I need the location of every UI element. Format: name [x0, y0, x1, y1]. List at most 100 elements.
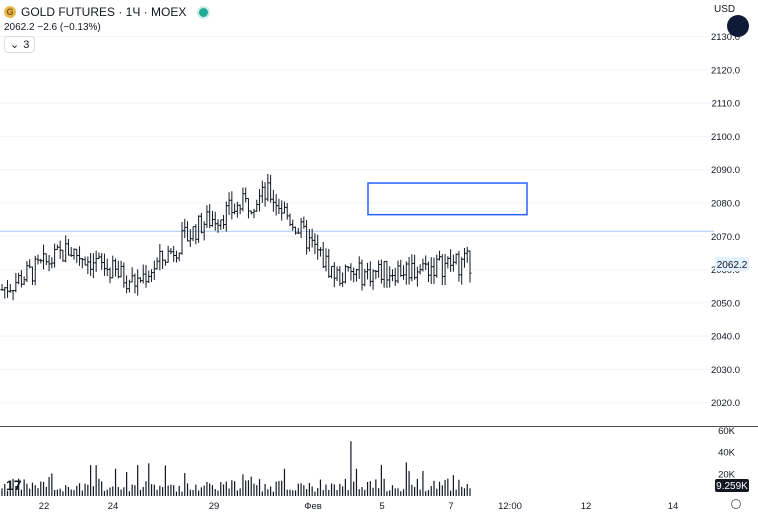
volume-bar: [414, 487, 416, 496]
volume-bar: [297, 483, 299, 496]
volume-bar: [411, 484, 413, 496]
ohlc-bar: [385, 260, 389, 288]
volume-bar: [245, 480, 247, 496]
ohlc-bar: [255, 199, 259, 212]
volume-bar: [375, 479, 377, 496]
volume-bar: [148, 463, 150, 496]
volume-bar: [70, 489, 72, 496]
ohlc-bar: [343, 264, 347, 284]
market-open-icon: [197, 5, 211, 19]
price-axis[interactable]: 2130.0 2120.0 2110.0 2100.0 2090.0 2080.0 2070…: [711, 32, 740, 409]
ohlc-bar: [174, 250, 178, 263]
ohlc-bar: [6, 279, 10, 298]
ohlc-bar: [210, 210, 214, 227]
volume-tick-label: 20K: [718, 470, 736, 481]
price-tick-label: 2050.0: [711, 298, 740, 309]
ohlc-bar: [69, 247, 73, 257]
ohlc-bar: [28, 259, 32, 269]
currency-selector[interactable]: USD: [714, 4, 736, 15]
ohlc-bar: [449, 249, 453, 272]
volume-bar: [380, 464, 382, 496]
volume-bar: [95, 465, 97, 496]
volume-bar: [386, 491, 388, 496]
volume-bar: [150, 484, 153, 496]
volume-bar: [458, 479, 460, 496]
volume-bar: [76, 485, 78, 496]
volume-bar: [314, 491, 316, 496]
volume-bar: [438, 481, 441, 496]
volume-bar: [261, 491, 263, 496]
volume-bar: [306, 489, 308, 496]
time-axis[interactable]: 22 24 29 Фев 5 7 12:00 12 14: [39, 501, 679, 512]
volume-bar: [311, 486, 313, 496]
ohlc-bar: [172, 245, 176, 263]
volume-bar: [167, 485, 169, 496]
ohlc-bar: [230, 191, 234, 220]
time-tick-label: Фев: [304, 501, 322, 512]
ohlc-bar: [78, 246, 82, 266]
ohlc-bar: [451, 254, 455, 272]
ohlc-bar: [418, 264, 422, 275]
volume-bar: [366, 481, 369, 496]
avatar[interactable]: [727, 15, 749, 37]
ohlc-bar: [357, 256, 361, 280]
volume-bar: [78, 483, 81, 496]
ohlc-bar: [413, 254, 417, 280]
volume-bar: [42, 481, 45, 496]
volume-bar: [427, 490, 430, 496]
volume-bar: [419, 489, 421, 496]
ohlc-bar: [399, 259, 403, 277]
volume-tick-label: 40K: [718, 448, 736, 459]
ohlc-bar: [0, 283, 4, 291]
volume-bar: [353, 481, 355, 496]
volume-bar: [114, 468, 117, 496]
volume-bar: [37, 488, 39, 496]
gear-icon[interactable]: [731, 499, 741, 509]
ohlc-bar: [346, 265, 350, 272]
volume-bar: [175, 491, 178, 496]
ohlc-bar: [310, 228, 314, 248]
volume-bar: [81, 490, 83, 496]
ohlc-bar: [91, 253, 95, 279]
volume-bar: [222, 484, 225, 496]
volume-bar: [339, 483, 341, 496]
ohlc-bar: [252, 208, 256, 219]
ohlc-bar: [330, 265, 334, 279]
ohlc-bar: [36, 254, 40, 265]
ohlc-bar: [299, 217, 303, 238]
volume-bar: [308, 482, 310, 496]
volume-bar: [31, 482, 34, 496]
volume-bar: [317, 488, 319, 496]
indicators-toggle-button[interactable]: ⌄ 3: [4, 36, 36, 53]
volume-bar: [372, 487, 374, 496]
rectangle-drawing[interactable]: [367, 182, 528, 216]
ohlc-bar: [294, 226, 298, 235]
ohlc-bar: [130, 267, 134, 283]
volume-bar: [134, 485, 136, 496]
volume-tick-label: 60K: [718, 426, 736, 437]
ohlc-bar: [327, 248, 331, 278]
ohlc-bar: [438, 250, 442, 261]
volume-bar: [18, 478, 20, 496]
ohlc-bar: [454, 253, 458, 265]
ohlc-bar: [44, 253, 48, 266]
volume-bar: [231, 480, 233, 496]
ohlc-bar: [302, 216, 306, 229]
price-tick-label: 2070.0: [711, 232, 740, 243]
volume-bar: [286, 489, 288, 496]
price-tick-label: 2120.0: [711, 65, 740, 76]
volume-bar: [162, 487, 164, 496]
ohlc-bar: [421, 258, 425, 272]
symbol-title[interactable]: GOLD FUTURES · 1Ч · MOEX: [21, 5, 187, 19]
ohlc-bar: [53, 243, 57, 268]
ohlc-bar: [415, 266, 419, 287]
price-tick-label: 2110.0: [712, 99, 740, 110]
volume-bar: [258, 479, 261, 496]
tradingview-logo[interactable]: 17: [6, 477, 22, 493]
ohlc-bar: [249, 210, 253, 215]
volume-bar: [67, 486, 70, 496]
ohlc-bar: [274, 194, 278, 216]
volume-axis[interactable]: 60K 40K 20K: [718, 426, 736, 481]
volume-bar: [40, 481, 42, 496]
